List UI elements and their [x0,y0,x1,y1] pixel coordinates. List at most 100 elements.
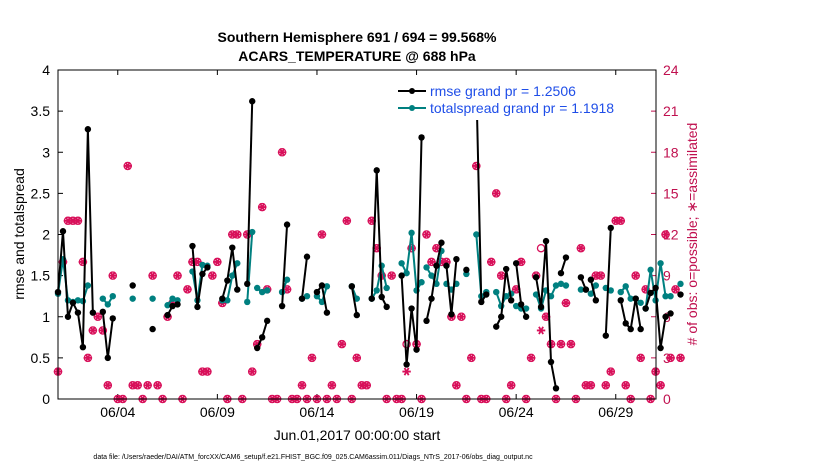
chart-title-line1: Southern Hemisphere 691 / 694 = 99.568% [218,29,498,45]
obs-assimilated-marker [357,381,366,390]
rmse-point [254,344,261,352]
totalspread-point [657,260,664,267]
totalspread-point [592,282,600,289]
rmse-point [69,299,77,306]
obs-assimilated-marker [541,312,551,321]
x-tick-label: 06/19 [399,404,434,420]
obs-assimilated-marker [442,257,451,267]
obs-assimilated-marker [128,381,137,390]
obs-assimilated-marker [606,367,615,376]
obs-assimilated-marker [193,257,202,267]
totalspread-point [647,266,654,274]
rmse-point [378,293,385,301]
obs-assimilated-marker [596,271,606,280]
totalspread-point [234,260,241,267]
obs-assimilated-marker [307,353,317,362]
data-file-footnote: data file: /Users/raeder/DAI/ATM_forcXX/… [93,454,533,461]
rmse-point [493,323,500,330]
rmse-point [313,288,321,296]
totalspread-point [263,287,271,294]
obs-assimilated-marker [123,161,132,171]
obs-assimilated-marker [73,216,83,225]
x-tick-label: 06/24 [499,404,534,420]
rmse-point [303,253,311,260]
rmse-point [59,228,67,235]
y-right-tick-label: 9 [663,268,671,284]
rmse-point [637,325,644,333]
obs-assimilated-marker [367,216,376,225]
totalspread-point [418,279,425,286]
rmse-line [221,246,239,299]
obs-assimilated-marker [78,257,88,267]
rmse-point [204,264,211,271]
rmse-point [234,286,241,293]
totalspread-point [74,297,82,304]
totalspread-point [547,292,555,300]
totalspread-point [229,272,236,279]
totalspread-point [503,292,510,300]
obs-assimilated-marker [492,189,501,198]
rmse-line [191,245,209,308]
totalspread-point [323,283,331,290]
rmse-point [463,266,470,274]
rmse-point [244,280,251,288]
rmse-line [495,268,513,328]
rmse-point [517,301,525,308]
obs-assimilated-marker [676,353,685,362]
totalspread-point [79,297,87,305]
totalspread-point [149,295,156,302]
rmse-point [418,134,425,141]
rmse-point [627,325,634,333]
obs-assimilated-marker [516,257,526,267]
x-tick-label: 06/09 [200,404,235,420]
rmse-point [512,260,520,267]
obs-assimilated-marker [566,340,576,349]
rmse-point [602,332,609,339]
rmse-point [607,224,614,232]
rmse-point [552,385,560,392]
x-tick-label: 06/14 [299,404,334,420]
obs-assimilated-marker [656,381,665,390]
totalspread-point [244,298,251,306]
rmse-point [503,265,510,273]
rmse-point [647,289,654,297]
x-axis-label: Jun.01,2017 00:00:00 start [274,427,441,443]
legend-box [394,80,650,120]
rmse-point [443,262,450,269]
rmse-point [318,282,326,289]
obs-assimilated-marker [601,381,610,390]
rmse-point [219,295,226,302]
rmse-point [398,272,405,279]
totalspread-point [577,286,585,293]
y-right-tick-label: 18 [663,144,679,160]
totalspread-point [283,276,291,283]
totalspread-line [370,264,388,300]
obs-assimilated-marker [233,230,242,239]
rmse-point [453,255,460,263]
rmse-point [104,354,112,362]
rmse-point [522,313,530,320]
totalspread-point [383,284,390,292]
rmse-point [323,309,331,316]
rmse-point [483,291,490,298]
obs-assimilated-marker [387,271,396,280]
totalspread-point [587,290,595,297]
y-left-tick-label: 0 [42,391,50,407]
rmse-point [263,317,271,325]
rmse-point [642,305,649,312]
rmse-line [535,240,557,389]
obs-assimilated-marker [352,353,361,362]
y-left-tick-label: 4 [42,62,50,78]
rmse-point [408,305,415,312]
rmse-point [622,320,629,327]
totalspread-point [617,288,624,296]
obs-assimilated-marker [188,257,197,267]
obs-assimilated-marker [257,202,267,212]
totalspread-point [557,280,565,288]
rmse-point [582,286,590,293]
x-tick-label: 06/04 [100,404,135,420]
rmse-point [278,302,286,310]
rmse-point [164,311,171,319]
totalspread-point [512,302,520,310]
rmse-line [57,128,94,349]
